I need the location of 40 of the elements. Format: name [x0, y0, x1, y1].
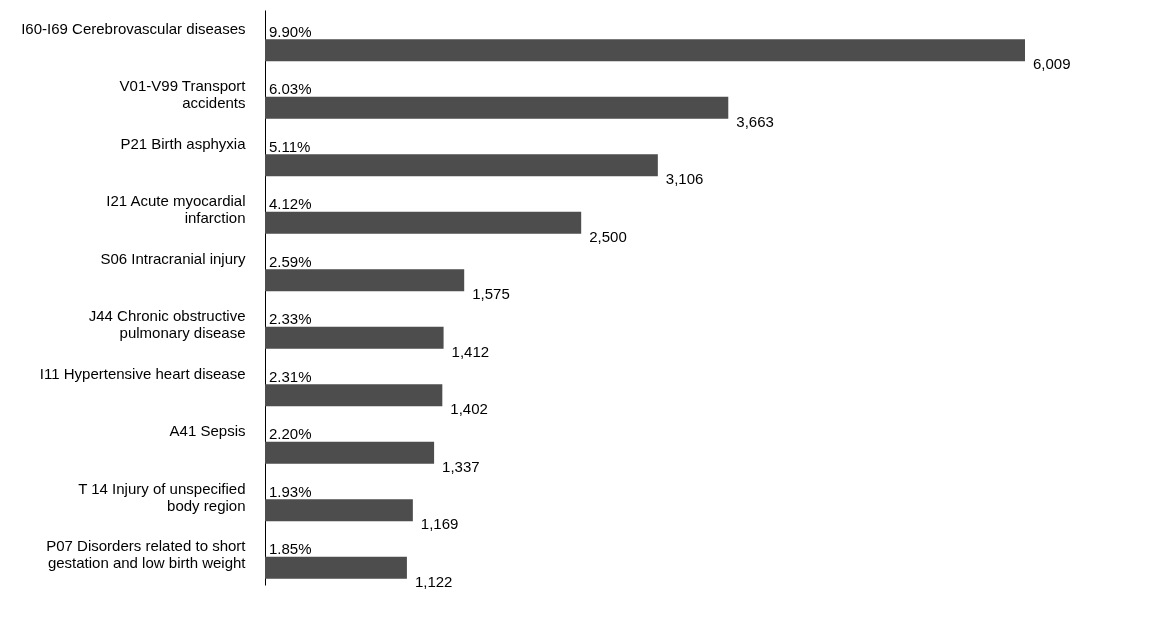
bar [265, 384, 443, 407]
annotation: 2.59% [269, 252, 312, 270]
bar [265, 39, 1025, 62]
y-tick-label: I21 Acute myocardial infarction [106, 192, 246, 227]
bar [265, 499, 413, 522]
bar [265, 326, 444, 349]
data-label: 1,337 [442, 457, 480, 475]
annotation: 1.85% [269, 540, 312, 558]
y-tick-label: P07 Disorders related to short gestation and low birth weight [46, 537, 247, 572]
bar [265, 556, 407, 579]
bar [265, 154, 658, 177]
y-tick-label: I60-I69 Cerebrovascular diseases [21, 19, 246, 37]
y-tick-label: I11 Hypertensive heart disease [39, 364, 246, 382]
data-label: 1,575 [472, 285, 510, 303]
annotation: 9.90% [269, 22, 312, 40]
y-tick-label: A41 Sepsis [169, 422, 246, 440]
data-label: 6,009 [1033, 55, 1071, 73]
annotation: 1.93% [269, 482, 312, 500]
data-label: 1,402 [450, 400, 488, 418]
annotation: 6.03% [269, 80, 312, 98]
bar [265, 211, 582, 234]
y-tick-label: T 14 Injury of unspecified body region [78, 479, 246, 514]
y-tick-label: J44 Chronic obstructive pulmonary disease [88, 307, 246, 342]
data-label: 2,500 [589, 227, 627, 245]
annotation: 5.11% [269, 137, 311, 155]
y-tick-label: V01-V99 Transport accidents [119, 77, 247, 112]
bar [265, 96, 729, 119]
bar [265, 269, 465, 292]
annotation: 2.33% [269, 310, 312, 328]
y-tick-label: P21 Birth asphyxia [120, 134, 247, 152]
data-label: 1,169 [420, 515, 459, 533]
data-label: 1,412 [451, 342, 490, 360]
bar [265, 441, 435, 464]
data-label: 1,122 [414, 572, 453, 590]
annotation: 2.20% [269, 425, 312, 443]
y-tick-label: S06 Intracranial injury [100, 249, 246, 267]
data-label: 3,106 [665, 170, 704, 188]
annotation: 4.12% [269, 195, 312, 213]
data-label: 3,663 [736, 112, 774, 130]
annotation: 2.31% [269, 367, 312, 385]
